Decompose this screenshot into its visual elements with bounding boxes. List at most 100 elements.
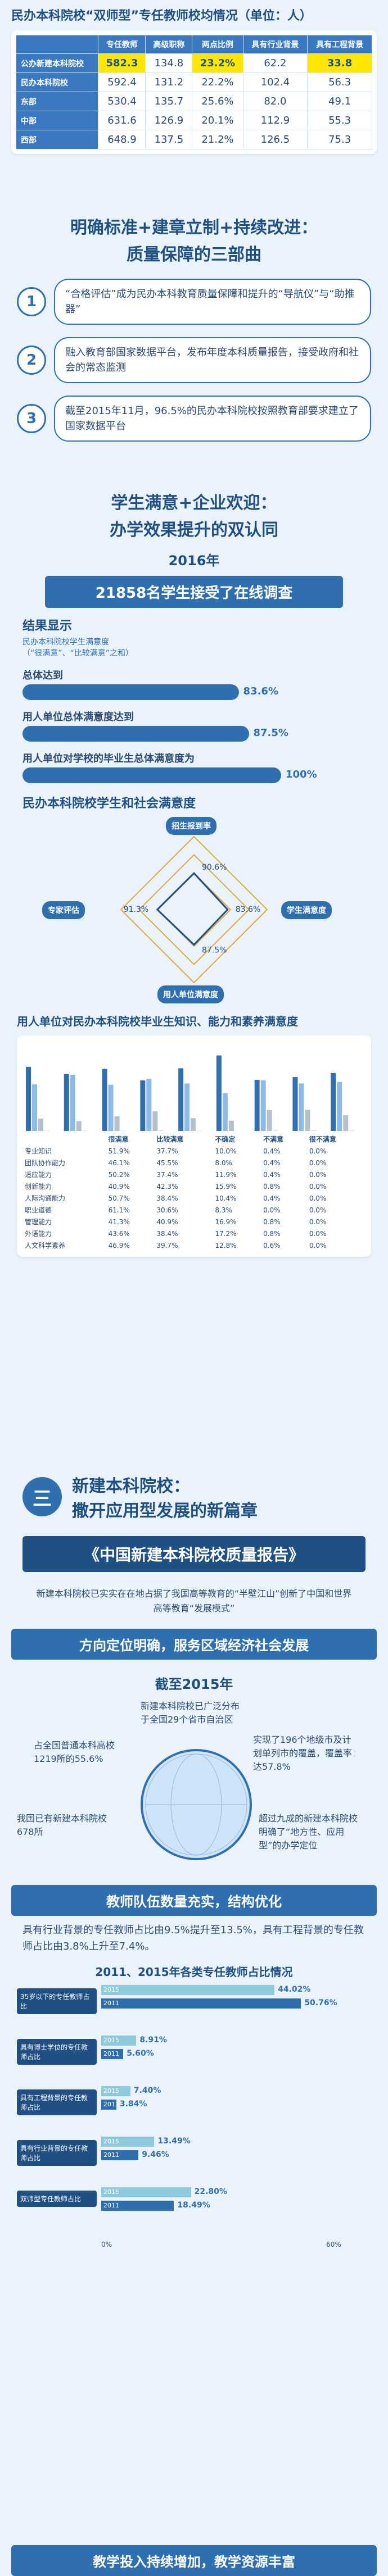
abilities-title: 用人单位对民办本科院校毕业生知识、能力和素养满意度 [17,1015,298,1028]
header-table: 专任教师 高级职称 两点比例 具有行业背景 具有工程背景 公办新建本科院校 582… [15,35,372,149]
bar-label: 总体达到 [22,670,63,682]
section2-title-1: 学生满意+企业欢迎： [111,493,277,513]
abilities-body: 专业知识 51.9% 37.7% 10.0% 0.4% 0.0% 团队协作能力 46.1% 45… [22,1145,366,1251]
radar-grid [138,854,250,965]
header-cell: 56.3 [307,72,372,92]
ratio-year: 2015 [103,2087,119,2095]
header-section: 民办本科院校“双师型”专任教师校均情况（单位：人） 专任教师 高级职称 两点比例… [0,6,388,161]
ability-cell: 40.9% [156,1217,178,1226]
ability-bar [44,1130,49,1131]
ratio-year: 2011 [103,2100,119,2108]
header-row-label: 西部 [15,130,99,149]
fact-3: 新建本科院校已广泛分布于全国29个省市自治区 [141,1701,240,1725]
header-cell: 126.9 [145,111,193,130]
radar-grid [120,835,268,984]
ability-cell: 0.8% [263,1182,281,1191]
header-col: 高级职称 [145,35,193,54]
ability-bar [152,1111,158,1131]
satisfaction-bar-row: 用人单位总体满意度达到 87.5% [22,709,366,742]
ability-bar [311,1130,317,1131]
section3-title-1: 新建本科院校： [72,1476,190,1496]
item-text: 截至2015年11月，96.5%的民办本科院校按照教育部要求建立了国家数据平台 [54,396,371,442]
ability-cell: 0.0% [309,1147,327,1155]
header-cell: 82.0 [242,92,308,111]
ability-bar [32,1084,37,1131]
radar-value: 90.6% [202,863,227,872]
abilities-card: 很满意 比较满意 不确定 不满意 很不满意 专业知识 51.9% 37.7% 10.0% 0.4… [17,1035,371,1257]
ability-cell: 0.0% [263,1206,281,1214]
header-cell: 22.2% [192,72,243,92]
header-cell: 131.2 [145,72,193,92]
result-sub: 民办本科院校学生满意度 （“很满意”、“比较满意”之和） [22,638,134,658]
fact-5: 超过九成的新建本科院校明确了“地方性、应用型”的办学定位 [259,1813,358,1851]
result-block: 结果显示 民办本科院校学生满意度 （“很满意”、“比较满意”之和） 总体达到 83… [22,616,366,783]
as-of-label: 截至2015年 [155,1677,233,1693]
ability-row: 管理能力 41.3% 40.9% 16.9% 0.8% 0.0% [22,1216,366,1228]
header-row-label: 民办本科院校 [15,72,99,92]
ability-label: 团队协作能力 [25,1159,66,1167]
globe-icon [141,1749,252,1861]
ratio-year: 2015 [103,2137,119,2145]
ratio-year: 2011 [103,2050,119,2057]
header-row: 东部 530.4 135.7 25.6% 82.0 49.1 [15,92,372,111]
ability-cell: 40.9% [108,1182,130,1191]
bar-value: 83.6% [243,685,278,697]
ability-bar [76,1121,82,1131]
header-cell: 75.3 [307,130,372,149]
ability-bar [292,1077,298,1131]
ability-label: 人际沟通能力 [25,1194,66,1202]
ability-bar [146,1078,152,1131]
ability-label: 外语能力 [25,1230,52,1238]
ability-bar [343,1115,349,1131]
header-col: 两点比例 [192,35,243,54]
ability-row: 创新能力 40.9% 42.3% 15.9% 0.8% 0.0% [22,1180,366,1192]
ability-label: 人文科学素养 [25,1242,66,1250]
bar-track: 87.5% [22,726,288,742]
ratio-value: 8.91% [139,2035,167,2045]
header-cell: 631.6 [98,111,146,130]
facts-diagram: 我国已有新建本科院校678所 占全国普通本科高校1219所的55.6% 新建本科… [11,1698,377,1878]
ability-bar [114,1116,120,1131]
header-cell: 135.7 [145,92,193,111]
bar-track: 100% [22,767,317,783]
ratio-year: 2011 [103,2151,119,2159]
ratio-bar [101,2136,155,2147]
ability-row: 团队协作能力 46.1% 45.5% 8.0% 0.4% 0.0% [22,1157,366,1169]
teacher-banner: 教师队伍数量充实，结构优化 [11,1885,377,1916]
radar-value: 83.6% [236,905,260,914]
header-cell: 23.2% [192,53,243,73]
header-cell: 33.8 [307,53,372,73]
ability-cell: 0.0% [309,1170,327,1179]
ratio-value: 22.80% [194,2187,227,2196]
globe-lines [145,1753,247,1856]
header-cell: 49.1 [307,92,372,111]
header-col-empty [15,35,99,54]
ability-bar [82,1130,88,1131]
bar-fill [22,684,239,700]
ability-cell: 0.0% [309,1158,327,1167]
section2-title-2: 办学效果提升的双认同 [110,520,278,540]
ratio-axis-min: 0% [101,2240,112,2248]
header-cell: 592.4 [98,72,146,92]
ratio-bar [101,2035,137,2046]
ability-cell: 0.0% [309,1194,327,1202]
section1-item: 3 截至2015年11月，96.5%的民办本科院校按照教育部要求建立了国家数据平台 [17,396,371,442]
ability-row: 适应能力 50.2% 37.4% 11.9% 0.4% 0.0% [22,1169,366,1180]
ability-cell: 10.4% [215,1194,237,1202]
section1-title-2: 质量保障的三部曲 [127,245,261,265]
section3-num: 三 [22,1477,62,1516]
radar-value: 91.3% [124,905,148,914]
abilities-head: 很满意 比较满意 不确定 不满意 很不满意 [22,1133,366,1145]
ability-bar [273,1130,278,1131]
ability-bar [216,1055,222,1131]
satisfaction-bar-row: 总体达到 83.6% [22,667,366,700]
ability-cell: 0.0% [309,1182,327,1191]
ability-bar [331,1073,336,1131]
ability-cell: 0.4% [263,1158,281,1167]
header-col: 具有行业背景 [242,35,308,54]
teacher-text: 具有行业背景的专任教师占比由9.5%提升至13.5%，具有工程背景的专任教师占比… [22,1924,364,1952]
section1-item: 2 融入教育部国家数据平台，发布年度本科质量报告，接受政府和社会的常态监测 [17,337,371,383]
ability-cell: 39.7% [156,1241,178,1250]
report-title: 《中国新建本科院校质量报告》 [22,1536,366,1572]
ability-cell: 0.4% [263,1147,281,1155]
